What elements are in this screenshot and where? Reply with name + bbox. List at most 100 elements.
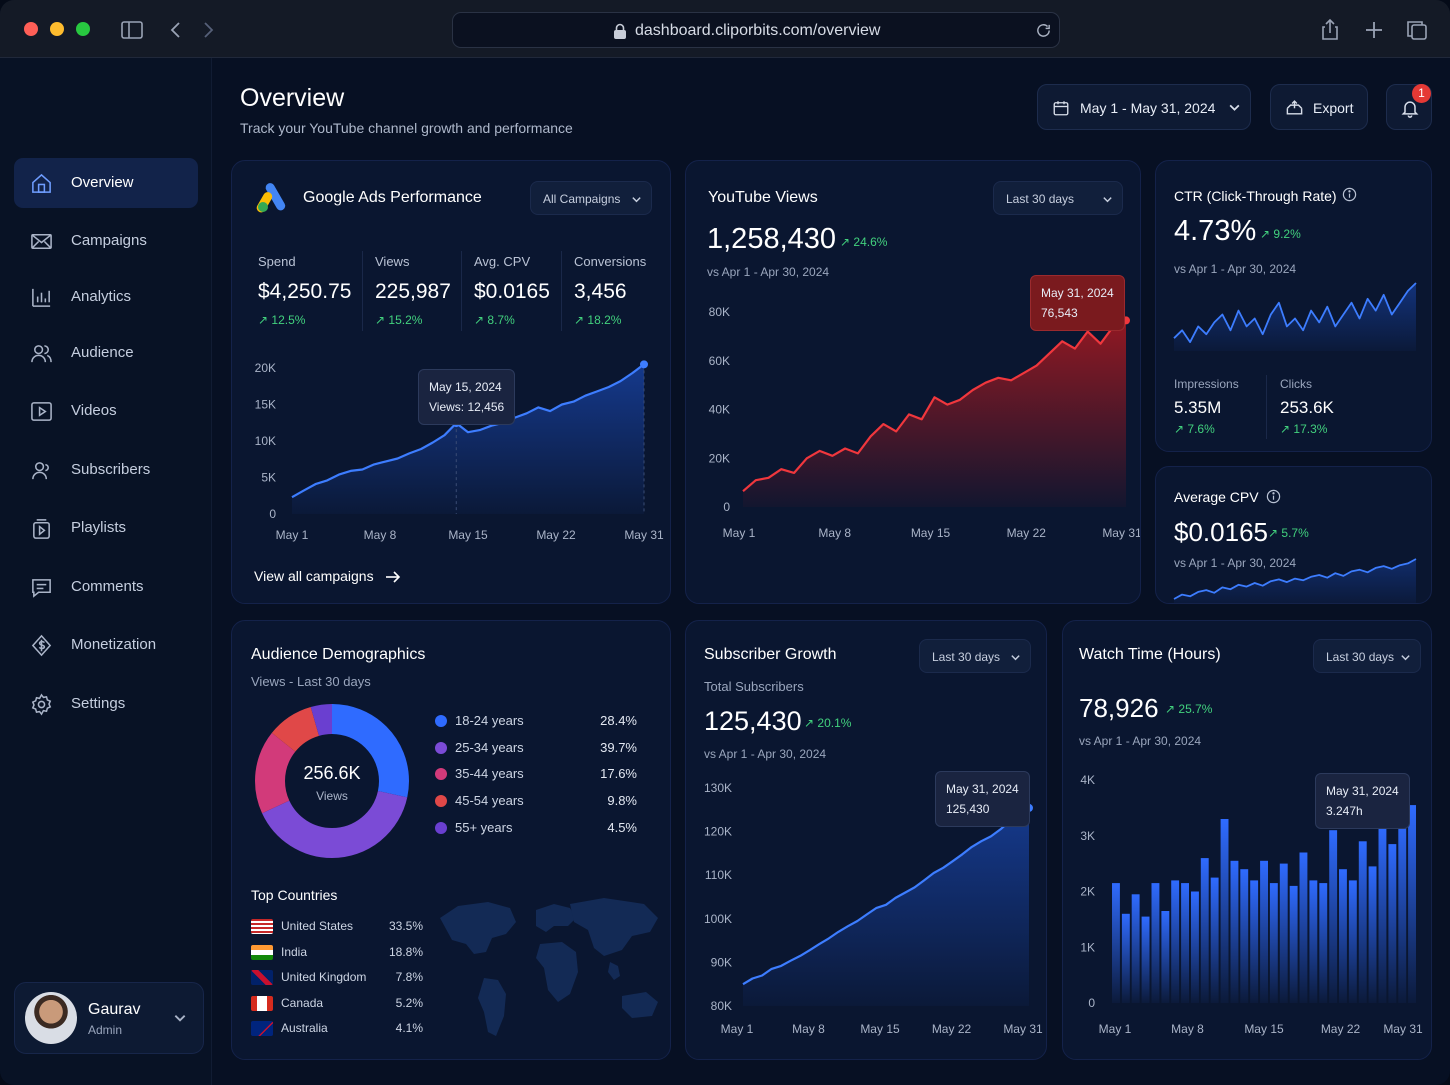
area-fill — [292, 364, 644, 514]
period-value: Last 30 days — [1326, 650, 1395, 664]
date-range-text: May 1 - May 31, 2024 — [1080, 100, 1216, 116]
view-all-campaigns-link[interactable]: View all campaigns — [254, 567, 401, 584]
bar — [1388, 844, 1397, 1003]
tooltip-value: Views: 12,456 — [429, 400, 505, 414]
share-icon[interactable] — [1318, 18, 1342, 42]
area-fill — [1174, 283, 1416, 351]
country-percent: 4.1% — [395, 1021, 423, 1035]
metric-value: $0.0165 — [474, 280, 550, 303]
country-row: United Kingdom 7.8% — [251, 968, 423, 986]
subscriber-growth-chart: 80K 90K 100K 110K 120K 130K May 1 May 8 May 15 Ma… — [704, 781, 1043, 1036]
sidebar-item-videos[interactable]: Videos — [14, 386, 198, 436]
sidebar-item-settings[interactable]: Settings — [14, 679, 198, 729]
average-cpv-title: Average CPV — [1174, 489, 1259, 505]
period-value: Last 30 days — [932, 650, 1001, 664]
sidebar-item-audience[interactable]: Audience — [14, 328, 198, 378]
page-title: Overview — [240, 84, 345, 112]
tabs-overview-icon[interactable] — [1405, 18, 1429, 42]
mail-icon — [31, 234, 52, 249]
close-window-button[interactable] — [24, 22, 38, 36]
legend-label: 18-24 years — [455, 713, 524, 728]
forward-icon[interactable] — [196, 18, 220, 42]
new-tab-icon[interactable] — [1362, 18, 1386, 42]
impressions-label: Impressions — [1174, 377, 1239, 391]
bar — [1299, 852, 1308, 1003]
sidebar-item-analytics[interactable]: Analytics — [14, 272, 198, 322]
export-icon — [1286, 100, 1303, 115]
legend-swatch — [435, 822, 447, 834]
chevron-down-icon — [1011, 655, 1020, 661]
bar — [1289, 885, 1298, 1003]
ctr-title: CTR (Click-Through Rate) — [1174, 188, 1337, 204]
sidebar-item-comments[interactable]: Comments — [14, 562, 198, 612]
sidebar-item-subscribers[interactable]: Subscribers — [14, 445, 198, 495]
bar — [1329, 830, 1338, 1003]
info-icon[interactable] — [1266, 489, 1281, 504]
sidebar-item-overview[interactable]: Overview — [14, 158, 198, 208]
x-tick-label: May 1 — [721, 1022, 754, 1036]
youtube-views-delta: ↗ 24.6% — [840, 235, 888, 249]
home-icon — [32, 173, 51, 193]
chart-tooltip: May 31, 2024 125,430 — [935, 771, 1030, 827]
metric-delta: ↗ 8.7% — [474, 313, 515, 327]
legend-item: 45-54 years 9.8% — [433, 792, 637, 810]
export-button[interactable]: Export — [1270, 84, 1368, 130]
period-select[interactable]: Last 30 days — [919, 639, 1031, 673]
bar — [1348, 880, 1357, 1003]
country-row: Canada 5.2% — [251, 994, 423, 1012]
divider — [561, 251, 562, 331]
bar — [1339, 869, 1347, 1003]
donut-center-label: Views — [316, 789, 348, 803]
series-line — [742, 319, 1127, 493]
sidebar-item-playlists[interactable]: Playlists — [14, 503, 198, 553]
period-select[interactable]: Last 30 days — [993, 181, 1123, 215]
sidebar-item-campaigns[interactable]: Campaigns — [14, 216, 198, 266]
y-tick-label: 20K — [709, 451, 730, 465]
chart-tooltip: May 15, 2024 Views: 12,456 — [418, 369, 516, 425]
bar — [1250, 880, 1259, 1003]
y-tick-label: 130K — [704, 781, 732, 795]
comparison-text: vs Apr 1 - Apr 30, 2024 — [1079, 734, 1202, 748]
world-map — [440, 898, 658, 1036]
sidebar-item-label: Audience — [71, 344, 134, 361]
average-cpv-card: Average CPV $0.0165 ↗ 5.7% vs Apr 1 - Ap… — [1155, 466, 1432, 604]
address-bar[interactable]: dashboard.cliporbits.com/overview — [452, 12, 1060, 48]
tooltip-date: May 31, 2024 — [1041, 286, 1114, 300]
country-percent: 33.5% — [388, 919, 423, 933]
campaign-filter-select[interactable]: All Campaigns — [530, 181, 652, 215]
youtube-views-title: YouTube Views — [708, 189, 818, 206]
average-cpv-chart — [1173, 558, 1417, 603]
chevron-down-icon — [1103, 197, 1112, 203]
x-tick-label: May 22 — [536, 528, 576, 542]
legend-label: 45-54 years — [455, 793, 524, 808]
impressions-delta: ↗ 7.6% — [1174, 422, 1215, 436]
maximize-window-button[interactable] — [76, 22, 90, 36]
tooltip-date: May 15, 2024 — [429, 380, 502, 394]
area-fill — [743, 320, 1126, 507]
reload-icon[interactable] — [1035, 22, 1052, 39]
y-tick-label: 10K — [255, 434, 276, 448]
sidebar-item-label: Playlists — [71, 519, 127, 536]
comparison-text: vs Apr 1 - Apr 30, 2024 — [1174, 262, 1297, 276]
date-range-picker[interactable]: May 1 - May 31, 2024 — [1037, 84, 1251, 130]
bar — [1161, 911, 1170, 1003]
google-ads-views-chart: 0 5K 10K 15K 20K May 1 May 8 May 15 May 22 May 31 — [255, 360, 664, 542]
bar — [1269, 883, 1278, 1003]
x-tick-label: May 1 — [723, 526, 756, 540]
y-tick-label: 100K — [704, 912, 732, 926]
y-tick-label: 110K — [705, 868, 732, 882]
info-icon[interactable] — [1342, 187, 1357, 202]
period-select[interactable]: Last 30 days — [1313, 639, 1421, 673]
back-icon[interactable] — [164, 18, 188, 42]
user-menu[interactable]: Gaurav Admin — [14, 982, 204, 1054]
donut-slice — [255, 704, 409, 858]
country-name: Canada — [281, 996, 324, 1010]
sidebar-toggle-icon[interactable] — [120, 18, 144, 42]
sidebar-item-monetization[interactable]: Monetization — [14, 620, 198, 670]
youtube-views-value: 1,258,430 — [707, 223, 837, 255]
y-tick-label: 40K — [709, 403, 730, 417]
minimize-window-button[interactable] — [50, 22, 64, 36]
legend-item: 35-44 years 17.6% — [433, 765, 637, 783]
clicks-value: 253.6K — [1280, 398, 1334, 417]
